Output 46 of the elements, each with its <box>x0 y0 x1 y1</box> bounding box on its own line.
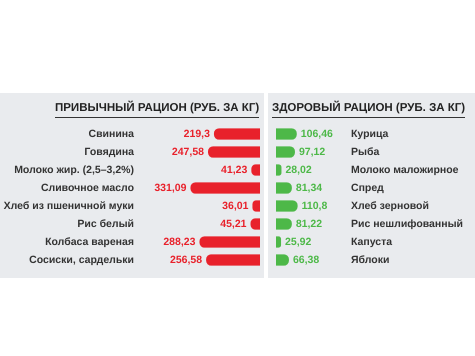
bar <box>276 128 297 140</box>
y-tick-label: Сосиски, сардельки <box>29 254 134 266</box>
y-tick-label: Колбаса вареная <box>45 236 134 248</box>
y-tick-label: Спред <box>351 182 384 194</box>
data-label: 25,92 <box>285 236 312 248</box>
y-tick-label: Курица <box>351 128 389 140</box>
y-tick-label: Говядина <box>84 146 134 158</box>
bar <box>190 182 260 194</box>
data-label: 28,02 <box>285 164 312 176</box>
y-tick-label: Молоко маложирное <box>351 164 459 176</box>
data-label: 66,38 <box>292 254 320 266</box>
bar <box>276 182 292 194</box>
data-label: 331,09 <box>154 182 187 194</box>
data-label: 110,8 <box>302 200 328 212</box>
data-label: 81,34 <box>296 182 322 194</box>
data-label: 97,12 <box>298 146 326 158</box>
bar <box>276 218 292 230</box>
bar <box>276 146 295 158</box>
data-label: 106,46 <box>300 128 334 140</box>
text: ЗДОРОВЫЙ РАЦИОН (РУБ. ЗА КГ) <box>272 102 466 118</box>
bar <box>276 200 298 212</box>
y-tick-label: Рис нешлифованный <box>351 218 463 230</box>
y-tick-label: Капуста <box>351 236 392 248</box>
bar <box>206 254 260 266</box>
data-label: 219,3 <box>184 128 210 140</box>
bar <box>208 146 260 158</box>
y-tick-label: Хлеб из пшеничной муки <box>4 200 134 212</box>
y-tick-label: Свинина <box>88 128 134 140</box>
y-tick-label: Хлеб зерновой <box>351 200 429 212</box>
bar <box>214 128 260 140</box>
data-label: 288,23 <box>163 236 196 248</box>
y-tick-label: Рыба <box>351 146 380 158</box>
y-tick-label: Яблоки <box>351 254 390 266</box>
data-label: 45,21 <box>220 218 247 230</box>
bar <box>276 164 282 176</box>
y-tick-label: Молоко жир. (2,5–3,2%) <box>14 164 134 176</box>
chart-title: ПРИВЫЧНЫЙ РАЦИОН (РУБ. ЗА КГ) <box>55 102 260 118</box>
data-label: 247,58 <box>172 146 204 158</box>
data-label: 256,58 <box>170 254 202 266</box>
bar <box>276 236 282 248</box>
data-label: 36,01 <box>222 200 249 212</box>
bar <box>199 236 260 248</box>
data-label: 81,22 <box>296 218 322 230</box>
data-label: 41,23 <box>221 164 248 176</box>
y-tick-label: Сливочное масло <box>40 182 134 194</box>
y-tick-label: Рис белый <box>77 218 134 230</box>
